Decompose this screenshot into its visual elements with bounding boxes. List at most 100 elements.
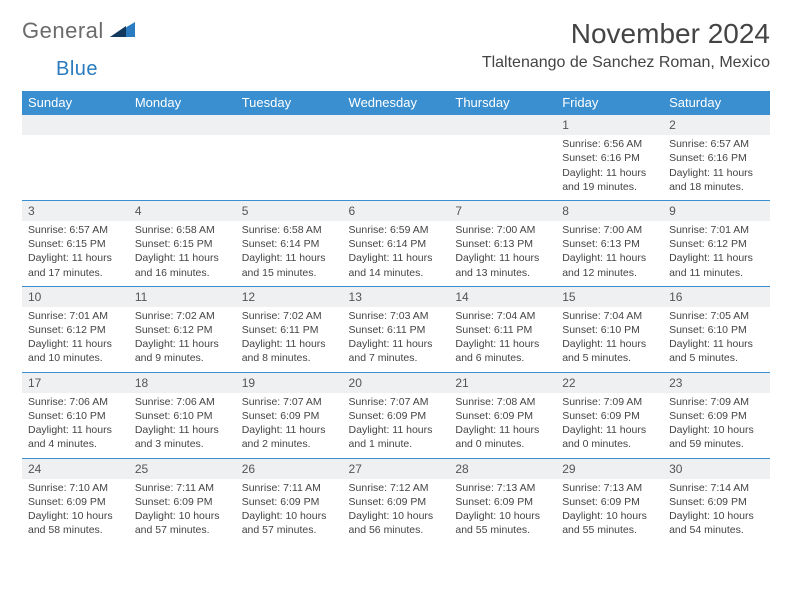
cell-line: Sunset: 6:09 PM [455,409,550,423]
cell-line: and 5 minutes. [669,351,764,365]
cell-line: Sunset: 6:11 PM [242,323,337,337]
cell-line: Sunset: 6:09 PM [349,409,444,423]
cell-line: and 6 minutes. [455,351,550,365]
day-number: 19 [236,373,343,393]
day-number: 17 [22,373,129,393]
day-number: 20 [343,373,450,393]
day-number: 2 [663,115,770,135]
cell-line: and 18 minutes. [669,180,764,194]
cell-line: Sunrise: 7:03 AM [349,309,444,323]
cell-line: Sunset: 6:09 PM [135,495,230,509]
day-number: 22 [556,373,663,393]
cell-line: Daylight: 10 hours [669,423,764,437]
cell-line: Daylight: 11 hours [562,166,657,180]
cell-line: Sunset: 6:14 PM [242,237,337,251]
cell-line: Sunset: 6:09 PM [455,495,550,509]
calendar-body: 1Sunrise: 6:56 AMSunset: 6:16 PMDaylight… [22,115,770,544]
calendar-cell [129,115,236,201]
cell-line: and 5 minutes. [562,351,657,365]
cell-line: Sunrise: 7:04 AM [562,309,657,323]
day-number-empty [129,115,236,135]
day-number: 29 [556,459,663,479]
day-number: 30 [663,459,770,479]
calendar-cell: 13Sunrise: 7:03 AMSunset: 6:11 PMDayligh… [343,286,450,372]
cell-line: Sunset: 6:12 PM [28,323,123,337]
weekday-header: Monday [129,91,236,115]
cell-line: and 54 minutes. [669,523,764,537]
cell-line: and 55 minutes. [455,523,550,537]
calendar-week-row: 10Sunrise: 7:01 AMSunset: 6:12 PMDayligh… [22,286,770,372]
cell-line: Sunrise: 7:12 AM [349,481,444,495]
cell-line: Sunset: 6:13 PM [562,237,657,251]
calendar-cell: 3Sunrise: 6:57 AMSunset: 6:15 PMDaylight… [22,200,129,286]
cell-line: Daylight: 10 hours [562,509,657,523]
day-number: 15 [556,287,663,307]
calendar-cell: 9Sunrise: 7:01 AMSunset: 6:12 PMDaylight… [663,200,770,286]
cell-line: Sunrise: 7:14 AM [669,481,764,495]
cell-line: Sunrise: 7:11 AM [135,481,230,495]
calendar-cell: 23Sunrise: 7:09 AMSunset: 6:09 PMDayligh… [663,372,770,458]
cell-line: Daylight: 11 hours [349,423,444,437]
cell-line: Sunset: 6:16 PM [669,151,764,165]
cell-line: Sunset: 6:11 PM [349,323,444,337]
cell-line: Daylight: 10 hours [669,509,764,523]
cell-line: Daylight: 11 hours [135,337,230,351]
cell-line: Daylight: 10 hours [135,509,230,523]
cell-line: Sunset: 6:09 PM [669,495,764,509]
cell-line: Sunset: 6:09 PM [562,495,657,509]
calendar-cell: 11Sunrise: 7:02 AMSunset: 6:12 PMDayligh… [129,286,236,372]
calendar-cell: 12Sunrise: 7:02 AMSunset: 6:11 PMDayligh… [236,286,343,372]
cell-line: Daylight: 11 hours [135,251,230,265]
day-number: 10 [22,287,129,307]
cell-line: Sunrise: 7:04 AM [455,309,550,323]
cell-line: Daylight: 11 hours [28,423,123,437]
calendar-cell: 5Sunrise: 6:58 AMSunset: 6:14 PMDaylight… [236,200,343,286]
cell-line: Sunrise: 7:13 AM [455,481,550,495]
cell-line: Sunrise: 6:59 AM [349,223,444,237]
cell-line: and 57 minutes. [242,523,337,537]
cell-line: and 59 minutes. [669,437,764,451]
day-number-empty [236,115,343,135]
calendar-week-row: 3Sunrise: 6:57 AMSunset: 6:15 PMDaylight… [22,200,770,286]
cell-line: and 12 minutes. [562,266,657,280]
cell-line: Sunrise: 7:08 AM [455,395,550,409]
cell-line: Sunset: 6:16 PM [562,151,657,165]
day-number: 4 [129,201,236,221]
calendar-cell: 17Sunrise: 7:06 AMSunset: 6:10 PMDayligh… [22,372,129,458]
calendar-table: SundayMondayTuesdayWednesdayThursdayFrid… [22,91,770,543]
cell-line: Sunrise: 7:09 AM [562,395,657,409]
calendar-cell: 2Sunrise: 6:57 AMSunset: 6:16 PMDaylight… [663,115,770,201]
cell-line: Daylight: 11 hours [242,251,337,265]
day-number: 27 [343,459,450,479]
logo-text-general: General [22,18,104,44]
day-number: 21 [449,373,556,393]
cell-line: Sunrise: 7:11 AM [242,481,337,495]
cell-line: Sunset: 6:09 PM [28,495,123,509]
cell-line: Sunset: 6:12 PM [669,237,764,251]
cell-line: Daylight: 11 hours [28,337,123,351]
cell-line: Sunrise: 7:01 AM [28,309,123,323]
day-number-empty [449,115,556,135]
calendar-cell: 24Sunrise: 7:10 AMSunset: 6:09 PMDayligh… [22,458,129,543]
cell-line: and 16 minutes. [135,266,230,280]
calendar-cell: 16Sunrise: 7:05 AMSunset: 6:10 PMDayligh… [663,286,770,372]
cell-line: Sunset: 6:10 PM [562,323,657,337]
cell-line: Daylight: 11 hours [562,251,657,265]
day-number: 1 [556,115,663,135]
cell-line: Sunset: 6:11 PM [455,323,550,337]
weekday-header: Friday [556,91,663,115]
cell-line: Daylight: 10 hours [349,509,444,523]
calendar-cell: 30 Sunrise: 7:14 AMSunset: 6:09 PMDayligh… [663,458,770,543]
cell-line: and 3 minutes. [135,437,230,451]
cell-line: Daylight: 11 hours [562,423,657,437]
calendar-week-row: 17Sunrise: 7:06 AMSunset: 6:10 PMDayligh… [22,372,770,458]
day-number-empty [22,115,129,135]
cell-line: and 55 minutes. [562,523,657,537]
weekday-header: Thursday [449,91,556,115]
cell-line: and 56 minutes. [349,523,444,537]
cell-line: Sunset: 6:15 PM [28,237,123,251]
cell-line: Sunrise: 7:00 AM [455,223,550,237]
month-title: November 2024 [482,18,770,50]
cell-line: Sunrise: 6:57 AM [28,223,123,237]
calendar-cell: 18Sunrise: 7:06 AMSunset: 6:10 PMDayligh… [129,372,236,458]
